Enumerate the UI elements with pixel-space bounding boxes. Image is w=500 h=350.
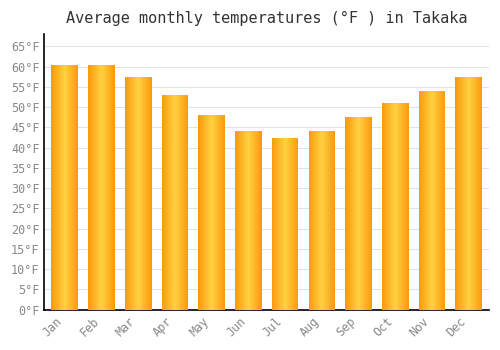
Title: Average monthly temperatures (°F ) in Takaka: Average monthly temperatures (°F ) in Ta… xyxy=(66,11,468,26)
